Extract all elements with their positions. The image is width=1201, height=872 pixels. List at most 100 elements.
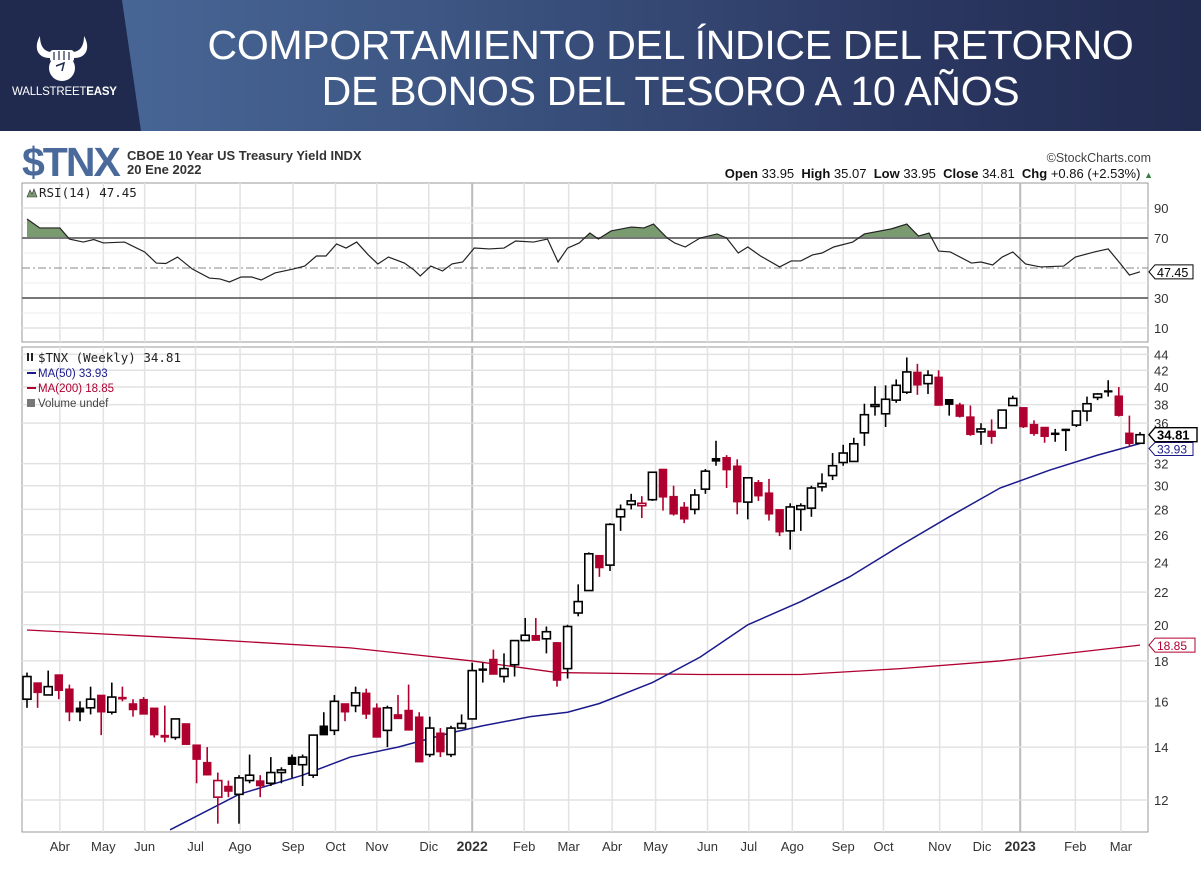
candle [1071,410,1082,428]
candle-body [33,682,42,694]
candle [509,639,520,677]
x-axis-label: Ago [228,839,251,854]
candle-body [1071,410,1082,426]
candle-body [118,696,127,700]
candle-body [838,452,849,464]
volume-legend-label: Volume undef [38,398,109,410]
candle [955,402,965,418]
candle [149,707,159,738]
rsi-tick-label: 10 [1154,321,1168,336]
candle [1092,393,1103,401]
candle-body [944,399,954,405]
candle [96,694,106,736]
candle-body [446,727,456,756]
candle [806,485,817,517]
y-axis-tick-label: 42 [1154,363,1168,378]
candle-body [22,675,32,700]
open-label: Open [724,166,758,181]
candle [340,703,350,722]
candle [33,682,42,708]
candle [467,662,478,720]
candle-body [489,658,498,675]
y-axis-tick-label: 12 [1154,793,1168,808]
candle-body [224,785,233,792]
ma50-legend-label: MA(50) 33.93 [38,368,108,380]
candle [754,480,763,501]
price-legend-icon [27,353,29,361]
candle [308,734,319,778]
candle-body [319,725,329,736]
candle-body [404,709,413,731]
y-axis-tick-label: 28 [1154,502,1168,517]
candle [880,385,891,428]
up-triangle-icon: ▲ [1144,170,1153,180]
bull-fist-icon [36,36,88,81]
candle [562,624,573,679]
candle-body [213,779,223,798]
close-value: 34.81 [982,166,1015,181]
candle-body [43,685,54,696]
ma200-legend-label: MA(200) 18.85 [38,383,114,395]
header-banner: WALLSTREETEASY COMPORTAMIENTO DEL ÍNDICE… [0,0,1201,131]
candle [499,653,509,683]
candle-body [414,716,424,763]
x-axis-label: Nov [928,839,952,854]
candle [372,703,382,738]
candle-body [1007,397,1018,407]
x-axis-label: Oct [325,839,346,854]
candle [838,444,849,466]
volume-legend-icon [27,399,35,407]
candle [1040,426,1049,443]
candle [1103,380,1113,397]
candle-body [754,482,763,497]
candle-body [276,769,287,774]
candle [1082,396,1092,422]
stockcharts-credit[interactable]: ©StockCharts.com [1046,151,1151,165]
candle [43,670,54,696]
candle-body [456,722,467,729]
x-axis-label: 2022 [457,838,488,854]
price-series [22,357,1145,831]
candle-body [923,374,933,385]
candle [107,682,117,715]
high-value: 35.07 [833,166,867,181]
candle-body [107,696,117,714]
x-axis-label: Feb [1064,839,1086,854]
candle [987,419,996,444]
candle-body [595,554,604,569]
candle [541,626,552,654]
candle-body [764,492,774,515]
candle-body [297,756,308,766]
x-axis-label: Sep [832,839,855,854]
ma50-line [169,442,1141,831]
ticker-description-block: CBOE 10 Year US Treasury Yield INDX 20 E… [127,149,362,177]
low-value: 33.95 [903,166,936,181]
chg-label: Chg [1021,166,1048,181]
candle-body [1135,433,1145,445]
candle [255,775,265,798]
candle-body [75,707,85,713]
x-axis-label: Mar [557,839,580,854]
candle [626,493,637,510]
candle [404,684,413,731]
candle-body [1061,428,1071,432]
rsi-value-label: 47.45 [1157,266,1188,280]
candle [202,747,212,776]
candle-body [987,430,996,438]
candle [997,409,1008,429]
title-line-2: DE BONOS DEL TESORO A 10 AÑOS [321,68,1020,114]
rsi-tick-label: 70 [1154,231,1168,246]
ma200-line [26,629,1141,676]
candle [276,767,287,784]
candle [192,744,201,784]
candle [891,379,902,403]
candle-body [679,506,689,520]
candle [297,754,308,786]
candle [65,684,74,722]
candle [742,477,753,520]
candle-body [1019,407,1028,428]
x-axis-label: May [91,839,116,854]
candle [1007,395,1018,407]
y-axis-tick-label: 38 [1154,398,1168,413]
x-axis-label: Jun [697,839,718,854]
